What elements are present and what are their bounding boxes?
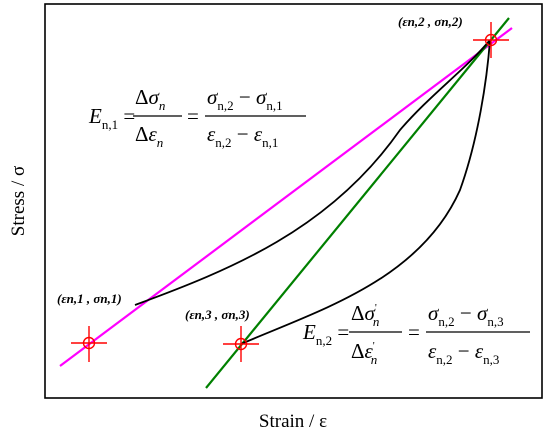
y-axis-title: Stress / σ (8, 166, 29, 236)
plot-frame (44, 3, 543, 399)
point-label-2: (εn,2 , σn,2) (398, 14, 463, 29)
loading-curve (134, 39, 491, 306)
x-axis-title: Strain / ε (259, 411, 327, 432)
secant-line-e1 (59, 27, 513, 367)
equation-e1: En,1 = Δσn Δεn = σn,2 − σn,1 εn,2 − εn,1 (88, 85, 306, 150)
svg-text:Δσn: Δσn (135, 85, 165, 113)
svg-text:εn,2 − εn,3: εn,2 − εn,3 (428, 339, 499, 367)
marker-point-2 (473, 22, 509, 58)
svg-text:εn,2 − εn,1: εn,2 − εn,1 (207, 122, 278, 150)
svg-text:Δεn: Δεn (135, 122, 163, 150)
svg-text:σn,2 − σn,3: σn,2 − σn,3 (428, 301, 504, 329)
svg-text:Δσ'n: Δσ' n (351, 301, 379, 329)
svg-text:=: = (187, 104, 199, 128)
marker-point-3 (223, 326, 259, 362)
point-label-1: (εn,1 , σn,1) (57, 291, 122, 306)
unloading-curve (240, 39, 491, 345)
svg-text:σn,2 − σn,1: σn,2 − σn,1 (207, 85, 283, 113)
marker-point-1 (71, 326, 107, 362)
svg-text:=: = (408, 320, 420, 344)
svg-text:En,2 =: En,2 = (302, 320, 349, 348)
equation-e2: En,2 = Δσ' n Δε' n = σn,2 − σn,3 εn,2 − εn… (302, 301, 530, 367)
svg-text:Δε'n: Δε' n (351, 339, 377, 367)
svg-text:En,1 =: En,1 = (88, 104, 135, 132)
secant-line-e2 (205, 17, 510, 389)
point-label-3: (εn,3 , σn,3) (185, 307, 250, 322)
